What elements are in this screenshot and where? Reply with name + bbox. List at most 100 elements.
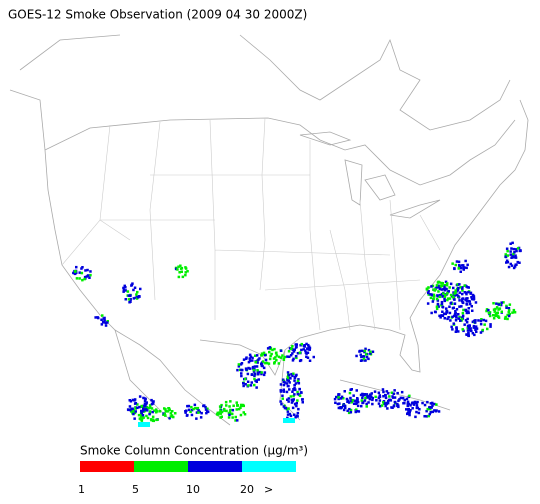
smoke-pixel (370, 392, 373, 395)
smoke-pixel (195, 411, 199, 414)
smoke-pixel (228, 405, 231, 408)
smoke-pixel (220, 410, 224, 414)
smoke-pixel (442, 292, 445, 295)
smoke-pixel (392, 392, 395, 395)
smoke-pixel (143, 409, 147, 413)
smoke-pixel (349, 411, 353, 414)
smoke-pixel (367, 401, 370, 404)
smoke-pixel (358, 350, 361, 353)
smoke-pixel (262, 353, 265, 356)
smoke-pixel (505, 261, 508, 264)
smoke-pixel (345, 397, 349, 401)
smoke-pixel (200, 411, 203, 415)
smoke-pixel (283, 381, 287, 384)
smoke-pixel (138, 395, 142, 398)
smoke-pixel (472, 324, 476, 328)
smoke-pixel (134, 406, 137, 409)
smoke-pixel (240, 362, 244, 365)
smoke-pixel (198, 410, 201, 414)
smoke-pixel (145, 414, 148, 418)
smoke-pixel (307, 345, 311, 348)
smoke-pixel (227, 412, 231, 415)
smoke-pixel (423, 403, 427, 407)
smoke-pixel (511, 254, 515, 257)
smoke-pixel (455, 316, 458, 319)
smoke-pixel (250, 381, 253, 384)
smoke-pixel (289, 354, 293, 357)
great-lakes (299, 131, 441, 219)
smoke-pixel (459, 266, 463, 270)
smoke-pixel (342, 397, 345, 400)
smoke-pixel (382, 395, 385, 398)
smoke-pixel (273, 362, 276, 365)
smoke-pixel (407, 402, 411, 406)
smoke-pixel (293, 386, 296, 390)
smoke-pixel (408, 394, 411, 398)
smoke-pixel (103, 319, 106, 322)
smoke-pixel (403, 401, 406, 405)
smoke-pixel (286, 398, 289, 401)
smoke-pixel (194, 406, 197, 410)
smoke-pixel (497, 308, 500, 311)
smoke-pixel (106, 321, 109, 324)
smoke-pixel (461, 301, 465, 305)
smoke-pixel (264, 358, 268, 362)
smoke-pixel (470, 296, 473, 299)
smoke-pixel (371, 402, 374, 406)
smoke-pixel (140, 409, 143, 413)
smoke-pixel (433, 295, 436, 298)
smoke-pixel (136, 403, 139, 406)
smoke-pixel (444, 312, 447, 316)
smoke-pixel (184, 271, 187, 274)
smoke-pixel (185, 414, 189, 417)
smoke-pixel (440, 314, 443, 317)
smoke-pixel (304, 349, 307, 352)
smoke-pixel (301, 398, 304, 401)
smoke-pixel (126, 290, 130, 293)
smoke-pixel (393, 396, 397, 399)
smoke-pixel (355, 399, 358, 403)
smoke-pixel (274, 351, 278, 355)
smoke-pixel (164, 414, 167, 417)
smoke-pixel (256, 373, 260, 376)
smoke-pixel (253, 372, 257, 376)
smoke-pixel (497, 316, 501, 319)
smoke-pixel (432, 293, 435, 297)
smoke-pixel (452, 293, 456, 297)
smoke-pixel (425, 415, 428, 418)
smoke-pixel (390, 406, 393, 409)
smoke-pixel (124, 298, 127, 301)
smoke-pixel (286, 355, 289, 358)
smoke-pixel (291, 390, 294, 393)
smoke-pixel (80, 267, 83, 270)
smoke-pixel (287, 350, 291, 353)
smoke-pixel (184, 267, 188, 270)
smoke-pixel (443, 298, 446, 301)
smoke-pixel (266, 347, 270, 350)
smoke-pixel (506, 254, 510, 257)
smoke-pixel (150, 398, 153, 402)
smoke-pixel (251, 359, 254, 362)
smoke-pixel (458, 291, 462, 294)
smoke-pixel (144, 404, 147, 408)
smoke-pixel (465, 266, 468, 270)
smoke-pixel (453, 302, 457, 305)
smoke-pixel (156, 410, 159, 413)
smoke-pixel (260, 352, 264, 355)
smoke-pixel (298, 394, 302, 397)
smoke-pixel (363, 393, 366, 396)
smoke-pixel (356, 410, 359, 413)
smoke-pixel (151, 410, 154, 414)
smoke-pixel (475, 327, 479, 330)
smoke-pixel (470, 329, 473, 333)
smoke-pixel (384, 404, 387, 408)
smoke-pixel (185, 409, 188, 412)
smoke-pixel (479, 319, 483, 323)
smoke-pixel (239, 404, 243, 407)
smoke-pixel (437, 280, 440, 284)
smoke-pixel (442, 312, 446, 315)
smoke-pixel (463, 291, 467, 294)
smoke-pixel (151, 418, 155, 421)
smoke-pixel (253, 383, 256, 387)
smoke-pixel (459, 286, 462, 289)
